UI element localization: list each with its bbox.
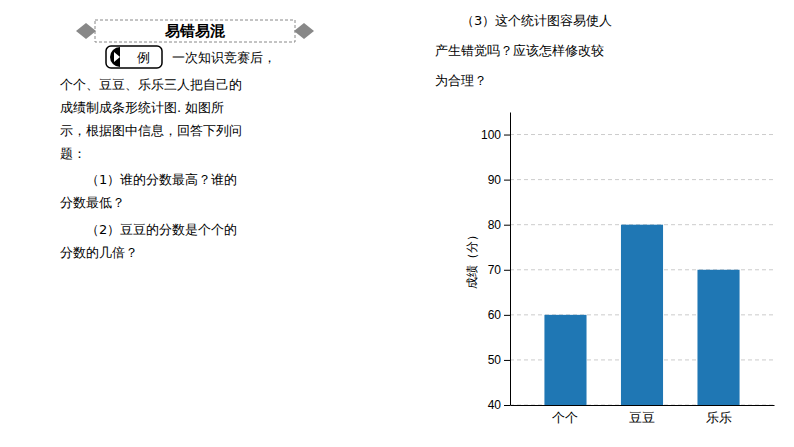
y-axis: 40 50 60 70 80 90 100 [481,113,511,413]
annotation: 题： [60,146,86,161]
y-tick-label: 40 [488,398,502,412]
x-axis: 个个 豆豆 乐乐 [511,406,775,426]
text-body: 例 一次知识竞赛后， 个个、豆豆、乐乐三人把自己的成绩制成条形统计图. 如图所示，根… [60,13,612,260]
annotation: 分数最低？ [60,195,125,210]
y-axis-title: 成绩（分） [465,229,479,289]
bar [697,270,739,405]
y-tick: 40 [488,398,510,412]
annotation: 例 [137,50,150,65]
grid-line [510,179,774,180]
bar [621,225,663,405]
grid [510,135,774,405]
badge-icon [110,47,120,67]
y-tick: 60 [488,308,510,322]
title-box [95,20,295,42]
y-tick: 90 [488,173,510,187]
chart-root: 易错易混例 一次知识竞赛后， 个个、豆豆、乐乐三人把自己的成绩制成条形统计图. 如图… [0,0,794,447]
y-tick-label: 80 [488,218,502,232]
y-tick-mark [504,135,510,136]
bars [544,225,739,405]
y-tick: 70 [488,263,510,277]
x-axis-line [511,405,775,406]
grid-line [510,134,774,135]
annotation: （3）这个统计图容易使人 [461,13,612,28]
y-tick: 80 [488,218,510,232]
annotation: 产生错觉吗？应该怎样修改较 [435,43,604,58]
badge-box [106,46,162,68]
y-tick-mark [504,405,510,406]
y-tick-label: 50 [488,353,502,367]
annotation: 个个、豆豆、乐乐三人把自己的 [60,77,242,92]
x-tick-label: 个个 [552,410,578,425]
annotation: 一次知识竞赛后， [172,50,276,65]
y-tick: 50 [488,353,510,367]
annotation: 分数的几倍？ [60,245,138,260]
y-tick-label: 60 [488,308,502,322]
y-tick-mark [504,225,510,226]
y-tick-mark [504,315,510,316]
x-tick: 乐乐 [706,410,732,425]
annotation: （2）豆豆的分数是个个的 [86,222,237,237]
badge-play [114,52,120,62]
title: 易错易混 [164,22,226,40]
annotation: 成绩制成条形统计图. 如图所 [60,100,224,115]
y-tick-label: 70 [488,263,502,277]
example-badge [106,46,162,68]
annotation: （1）谁的分数最高？谁的 [86,172,237,187]
annotation: 示，根据图中信息，回答下列问 [60,123,242,138]
x-tick-label: 乐乐 [706,410,732,425]
header: 易错易混 [76,20,314,42]
x-tick: 豆豆 [629,410,655,425]
y-tick-mark [504,270,510,271]
annotation: 为合理？ [435,73,487,88]
y-tick-label: 100 [481,128,501,142]
diamond [294,23,314,39]
y-tick: 100 [481,128,510,142]
diamond [76,23,96,39]
y-tick-label: 90 [488,173,502,187]
y-tick-mark [504,180,510,181]
x-tick: 个个 [552,410,578,425]
bar [544,315,586,405]
y-tick-mark [504,360,510,361]
x-tick-label: 豆豆 [629,410,655,425]
y-axis-line [510,113,511,406]
